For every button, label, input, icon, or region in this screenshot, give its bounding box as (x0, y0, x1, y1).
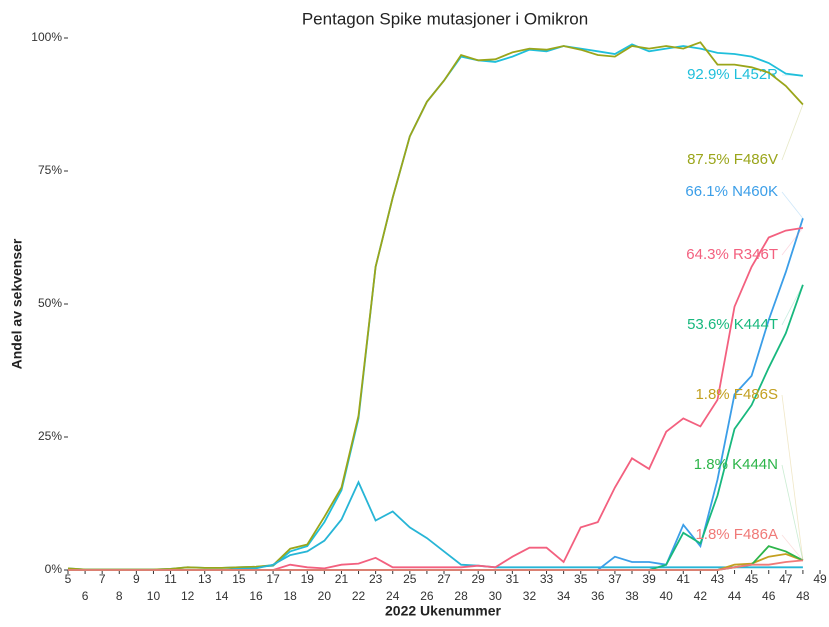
label-connector (781, 74, 803, 77)
x-tick-label: 40 (660, 589, 674, 603)
series-label: 87.5% F486V (687, 151, 778, 168)
x-tick-label: 18 (284, 589, 298, 603)
x-tick-label: 12 (181, 589, 195, 603)
x-tick-label: 25 (403, 572, 417, 586)
x-tick-label: 48 (796, 589, 810, 603)
label-connector (781, 191, 804, 219)
x-tick-label: 16 (249, 589, 263, 603)
x-tick-label: 15 (232, 572, 246, 586)
x-tick-label: 20 (318, 589, 332, 603)
x-tick-label: 30 (489, 589, 503, 603)
x-tick-label: 46 (762, 589, 776, 603)
x-tick-label: 44 (728, 589, 742, 603)
y-tick-label: 75% (38, 163, 62, 177)
x-tick-label: 42 (694, 589, 708, 603)
x-tick-label: 6 (82, 589, 89, 603)
x-tick-label: 13 (198, 572, 212, 586)
x-tick-label: 27 (437, 572, 451, 586)
label-connector (781, 394, 804, 561)
x-tick-label: 33 (540, 572, 554, 586)
y-axis-title: Andel av sekvenser (9, 238, 25, 369)
series-line (68, 480, 803, 571)
x-tick-label: 7 (99, 572, 106, 586)
x-tick-label: 38 (625, 589, 639, 603)
y-tick-label: 100% (31, 30, 62, 44)
x-tick-label: 49 (813, 572, 827, 586)
series-label: 92.9% L452R (687, 66, 778, 83)
y-tick-label: 50% (38, 296, 62, 310)
x-tick-label: 26 (420, 589, 434, 603)
series-line (67, 41, 804, 571)
x-tick-label: 47 (779, 572, 793, 586)
label-connector (781, 464, 804, 561)
series-label: 1.8% F486S (695, 386, 778, 403)
x-tick-label: 35 (574, 572, 588, 586)
x-tick-label: 32 (523, 589, 537, 603)
series-label: 66.1% N460K (685, 183, 778, 200)
x-tick-label: 23 (369, 572, 383, 586)
x-tick-label: 19 (301, 572, 315, 586)
x-tick-label: 43 (711, 572, 725, 586)
x-tick-label: 29 (472, 572, 486, 586)
x-tick-label: 14 (215, 589, 229, 603)
chart-title: Pentagon Spike mutasjoner i Omikron (302, 9, 588, 28)
x-axis-title: 2022 Ukenummer (385, 603, 502, 619)
x-tick-label: 39 (642, 572, 656, 586)
x-tick-label: 28 (454, 589, 468, 603)
x-tick-label: 9 (133, 572, 140, 586)
x-tick-label: 41 (677, 572, 691, 586)
y-tick-label: 0% (45, 562, 63, 576)
label-connector (781, 227, 804, 256)
series-label: 1.8% F486A (695, 526, 778, 543)
x-tick-label: 37 (608, 572, 622, 586)
x-tick-label: 34 (557, 589, 571, 603)
series-line (68, 227, 804, 571)
series-line (68, 559, 803, 571)
series-label: 53.6% K444T (687, 316, 778, 333)
x-tick-label: 31 (506, 572, 520, 586)
x-tick-label: 11 (164, 572, 177, 586)
label-connector (781, 534, 804, 561)
x-tick-label: 17 (266, 572, 280, 586)
y-tick-label: 25% (38, 429, 62, 443)
x-tick-label: 24 (386, 589, 400, 603)
label-connector (781, 104, 804, 161)
series-line (68, 218, 804, 571)
x-tick-label: 22 (352, 589, 366, 603)
series-line (67, 43, 804, 571)
label-connector (781, 284, 804, 326)
x-tick-label: 10 (147, 589, 161, 603)
x-tick-label: 21 (335, 572, 349, 586)
x-tick-label: 36 (591, 589, 605, 603)
x-tick-label: 5 (65, 572, 72, 586)
series-label: 1.8% K444N (694, 456, 778, 473)
x-tick-label: 45 (745, 572, 759, 586)
x-tick-label: 8 (116, 589, 123, 603)
series-label: 64.3% R346T (686, 246, 778, 263)
